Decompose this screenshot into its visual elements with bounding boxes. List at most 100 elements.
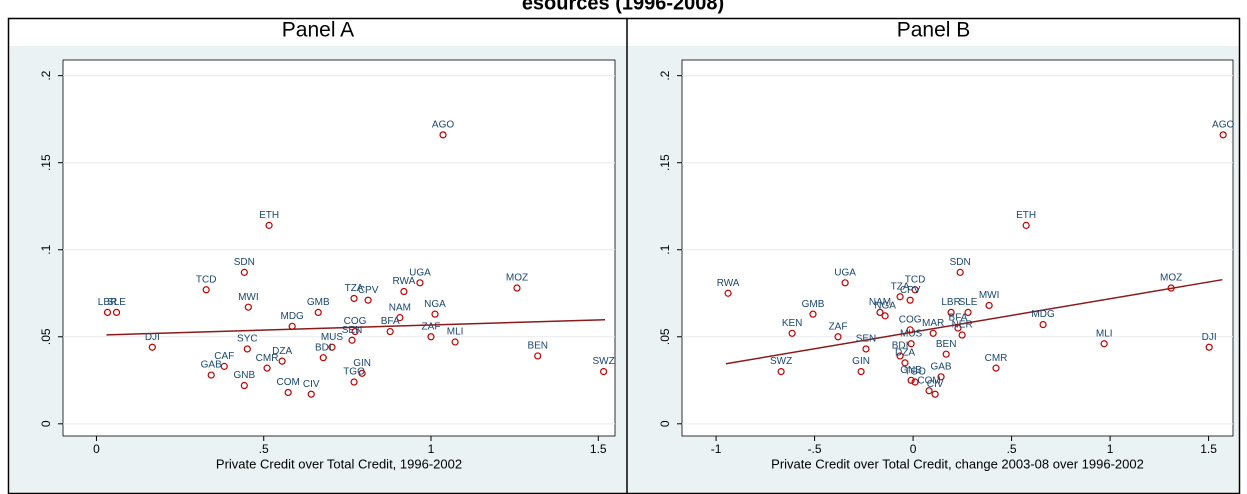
point-label: GAB [930,361,951,372]
point-label: GIN [353,358,371,369]
point-label: GNB [233,370,255,381]
point [896,293,904,301]
point [319,354,327,362]
fit-line [106,318,605,336]
point-label: TGO [343,367,365,378]
point-label: CAF [214,351,234,362]
point [396,314,404,322]
point [906,296,914,304]
panel-title: Panel B [897,19,971,42]
point [243,345,251,353]
y-tick-label: .05 [39,328,53,345]
point [906,326,914,334]
point-label: KEN [782,318,803,329]
point-label: BEN [936,339,957,350]
point [451,338,459,346]
point-label: DJI [1202,332,1217,343]
point-label: SLE [959,297,978,308]
point [777,367,785,376]
point [263,364,271,372]
point [220,362,228,370]
point [386,327,394,336]
y-tick-label: .2 [39,70,53,80]
point-label: LBR [941,297,960,308]
plot-area [62,59,616,437]
x-tick-label: 1 [428,442,435,456]
y-tick-label: .15 [658,154,672,171]
point-label: DZA [272,346,292,357]
point-label: COG [899,314,922,325]
point-label: MDG [1031,309,1055,320]
point-label: UGA [834,267,856,278]
point-label: ZAF [829,321,848,332]
point [1100,340,1108,348]
point [834,333,842,341]
point [534,352,542,360]
point-label: AGO [1212,119,1234,130]
point [947,308,955,317]
point [600,367,608,376]
point-label: COG [344,316,367,327]
y-tick-label: 0 [658,420,672,427]
point [954,324,962,332]
point-label: NER [952,320,973,331]
point-label: RWA [393,276,416,287]
point-label: MAR [922,318,944,329]
point [265,221,273,229]
point [112,308,121,317]
point-label: MWI [979,290,1000,301]
y-tick-label: .15 [39,154,53,171]
panel-title: Panel A [282,19,354,42]
point-label: ETH [259,210,279,221]
point [985,301,993,310]
point [958,331,966,339]
point [1039,320,1047,329]
point-label: CPV [900,285,921,296]
point-label: NAM [869,297,891,308]
point-label: BEN [527,341,548,352]
point-label: BDI [892,341,909,352]
y-tick-label: .2 [658,70,672,80]
point [724,289,732,297]
x-tick-label: -.5 [808,442,822,456]
y-tick-label: .1 [658,244,672,254]
point-label: MUS [900,328,923,339]
point [400,287,408,296]
point [911,286,919,294]
point-label: NGA [874,301,896,312]
point [207,371,215,379]
x-tick-label: 0 [910,442,917,456]
point-label: CIV [927,379,944,390]
point-label: SWZ [770,356,792,367]
point-label: ETH [1016,210,1036,221]
point-label: DJI [145,332,160,343]
point [288,322,296,330]
point [513,284,521,292]
point [351,327,359,336]
point [284,388,292,397]
point-label: SDN [950,257,971,268]
point [937,373,945,381]
point [876,308,884,317]
y-tick-label: .05 [658,328,672,345]
point [907,376,915,384]
point [929,329,937,337]
point-label: GAB [201,360,222,371]
point-label: SEN [342,325,363,336]
point [439,131,447,139]
x-tick-label: 1.5 [590,442,607,456]
y-tick-label: .1 [39,244,53,254]
point [278,357,286,365]
x-axis-title: Private Credit over Total Credit, change… [771,456,1144,471]
point-label: SEN [856,334,877,345]
point-label: MLI [447,327,464,338]
point-label: GNB [900,365,922,376]
x-tick-label: 1.5 [1200,442,1217,456]
point [862,345,870,353]
point-label: COM [917,375,940,386]
fit-line [725,278,1223,365]
point-label: TZA [891,281,910,292]
figure-title: esources (1996-2008) [522,0,724,14]
x-tick-label: 0 [93,442,100,456]
